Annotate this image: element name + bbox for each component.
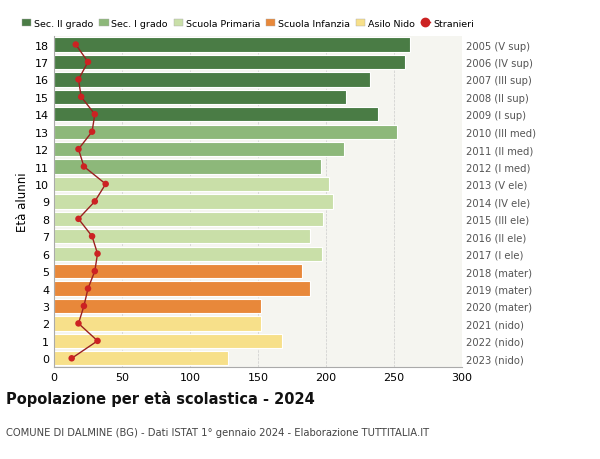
Point [93, 337, 103, 345]
Bar [54, 230, 310, 244]
Point [76, 94, 86, 101]
Bar [54, 264, 302, 279]
Point [83, 285, 93, 292]
Bar [54, 282, 310, 296]
Point [74, 77, 83, 84]
Point [74, 146, 83, 153]
Point [67, 355, 76, 362]
Legend: Sec. II grado, Sec. I grado, Scuola Primaria, Scuola Infanzia, Asilo Nido, Stran: Sec. II grado, Sec. I grado, Scuola Prim… [22, 20, 474, 29]
Bar [54, 160, 320, 174]
Bar [54, 143, 344, 157]
Point [90, 198, 100, 206]
Bar [54, 247, 322, 261]
Bar [54, 299, 261, 313]
Point [74, 216, 83, 223]
Point [87, 233, 97, 241]
Bar [54, 352, 228, 366]
Bar [54, 56, 405, 70]
Bar [54, 178, 329, 192]
Bar [54, 73, 370, 87]
Bar [54, 108, 377, 122]
Point [83, 59, 93, 67]
Point [87, 129, 97, 136]
Bar [54, 317, 261, 331]
Text: COMUNE DI DALMINE (BG) - Dati ISTAT 1° gennaio 2024 - Elaborazione TUTTITALIA.IT: COMUNE DI DALMINE (BG) - Dati ISTAT 1° g… [6, 427, 429, 437]
Point [79, 302, 89, 310]
Point [74, 320, 83, 327]
Point [90, 268, 100, 275]
Bar [54, 125, 397, 140]
Bar [54, 212, 323, 226]
Y-axis label: Età alunni: Età alunni [16, 172, 29, 232]
Point [90, 112, 100, 119]
Text: Popolazione per età scolastica - 2024: Popolazione per età scolastica - 2024 [6, 390, 315, 406]
Point [79, 163, 89, 171]
Point [71, 42, 80, 49]
Bar [54, 195, 333, 209]
Point [101, 181, 110, 188]
Bar [54, 90, 346, 105]
Bar [54, 334, 283, 348]
Point [93, 251, 103, 258]
Bar [54, 38, 410, 52]
